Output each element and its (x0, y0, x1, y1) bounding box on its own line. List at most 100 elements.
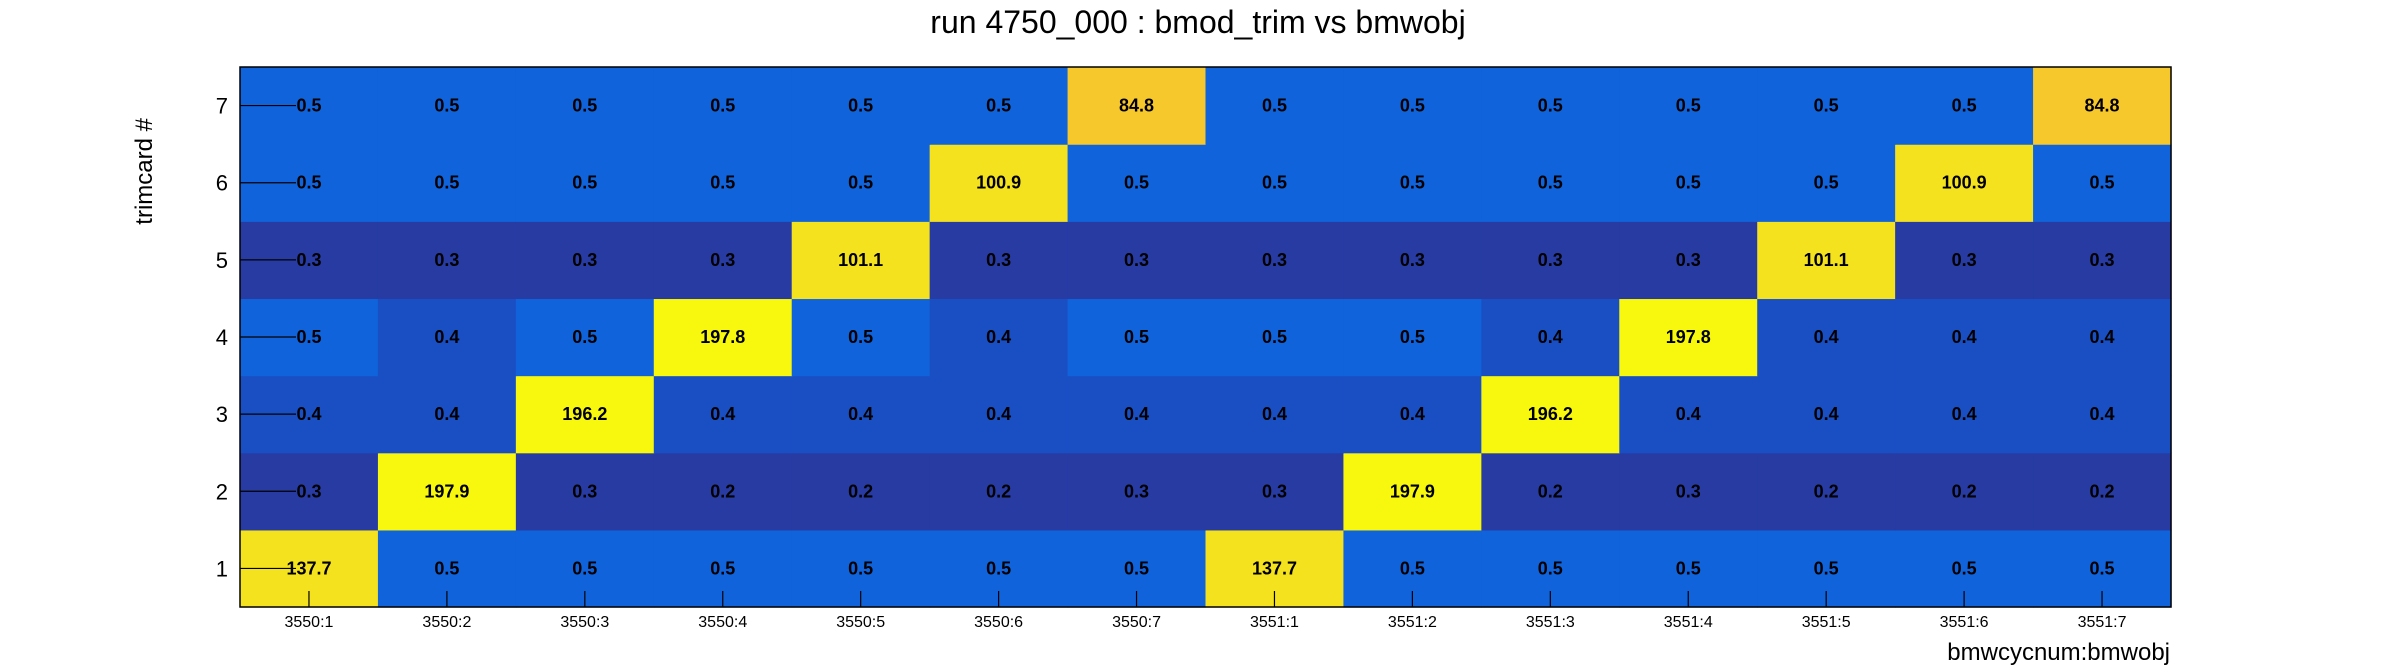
x-tick-label: 3551:7 (2078, 614, 2127, 631)
cell-value-label: 84.8 (1119, 96, 1154, 116)
cell-value-label: 0.3 (1952, 250, 1977, 270)
heatmap-cell (515, 221, 655, 300)
cell-value-label: 0.2 (2090, 481, 2115, 501)
cell-value-label: 196.2 (1528, 404, 1573, 424)
heatmap-cell (515, 375, 655, 454)
heatmap-cell-labels: 137.7 0.5 0.5 0.5 0.5 0.5 0.5 137.7 0.5 0.5 0.5 0.5… (286, 96, 2119, 579)
cell-value-label: 0.3 (434, 250, 459, 270)
heatmap-cell (1205, 375, 1345, 454)
heatmap-cell (1757, 144, 1896, 222)
heatmap-cell (1067, 67, 1207, 145)
heatmap-cell (1343, 375, 1482, 454)
heatmap-cell (1067, 298, 1207, 377)
heatmap-cell (653, 298, 793, 377)
x-tick-label: 3551:5 (1802, 614, 1851, 631)
x-tick-label: 3551:3 (1526, 614, 1575, 631)
heatmap-cell (515, 67, 655, 145)
heatmap-cell (791, 375, 931, 454)
cell-value-label: 0.4 (848, 404, 873, 424)
heatmap-cell (1343, 144, 1482, 222)
cell-value-label: 0.3 (1538, 250, 1563, 270)
cell-value-label: 0.5 (1538, 173, 1563, 193)
cell-value-label: 0.5 (1400, 327, 1425, 347)
cell-value-label: 0.5 (1400, 96, 1425, 116)
heatmap-cell (653, 452, 793, 531)
heatmap-cell (1481, 67, 1620, 145)
heatmap-cell (377, 144, 517, 222)
cell-value-label: 0.5 (1124, 173, 1149, 193)
cell-value-label: 0.3 (2090, 250, 2115, 270)
cell-value-label: 0.2 (1814, 481, 1839, 501)
cell-value-label: 0.4 (2090, 327, 2115, 347)
heatmap-cell (1619, 144, 1758, 222)
cell-value-label: 197.8 (1666, 327, 1711, 347)
x-tick-label: 3550:6 (974, 614, 1023, 631)
x-tick-label: 3551:6 (1940, 614, 1989, 631)
y-tick-label: 6 (216, 171, 228, 196)
cell-value-label: 0.5 (572, 96, 597, 116)
heatmap-cell (377, 452, 517, 531)
cell-value-label: 0.4 (434, 327, 459, 347)
cell-value-label: 0.5 (2090, 173, 2115, 193)
heatmap-cell (1619, 452, 1758, 531)
chart-title: run 4750_000 : bmod_trim vs bmwobj (930, 4, 1465, 40)
cell-value-label: 0.4 (986, 404, 1011, 424)
cell-value-label: 0.3 (986, 250, 1011, 270)
cell-value-label: 0.5 (1262, 96, 1287, 116)
cell-value-label: 0.5 (434, 173, 459, 193)
heatmap-cell (1343, 298, 1482, 377)
heatmap-cell (2033, 298, 2172, 377)
heatmap-cell (791, 298, 931, 377)
heatmap-cell (1481, 452, 1620, 531)
heatmap-cell (1895, 221, 2034, 300)
cell-value-label: 0.5 (1814, 558, 1839, 578)
heatmap-cell (1067, 452, 1207, 531)
heatmap-cell (377, 298, 517, 377)
heatmap-cell (1067, 375, 1207, 454)
cell-value-label: 0.5 (848, 96, 873, 116)
cell-value-label: 0.5 (848, 173, 873, 193)
cell-value-label: 0.5 (1676, 173, 1701, 193)
cell-value-label: 0.5 (710, 96, 735, 116)
heatmap-cell (1619, 67, 1758, 145)
heatmap-cell (1757, 221, 1896, 300)
cell-value-label: 0.5 (1124, 558, 1149, 578)
cell-value-label: 0.5 (1952, 558, 1977, 578)
cell-value-label: 0.5 (1676, 96, 1701, 116)
cell-value-label: 84.8 (2085, 96, 2120, 116)
cell-value-label: 0.4 (1676, 404, 1701, 424)
y-tick-label: 3 (216, 402, 228, 427)
cell-value-label: 100.9 (976, 173, 1021, 193)
heatmap-cell (929, 67, 1069, 145)
y-tick-label: 7 (216, 94, 228, 119)
heatmap-cell (1757, 452, 1896, 531)
cell-value-label: 0.4 (986, 327, 1011, 347)
cell-value-label: 0.4 (1952, 404, 1977, 424)
cell-value-label: 0.2 (848, 481, 873, 501)
heatmap-cell (1895, 67, 2034, 145)
heatmap-cell (1205, 144, 1345, 222)
cell-value-label: 0.5 (1952, 96, 1977, 116)
heatmap-cell (1619, 221, 1758, 300)
heatmap-cell (377, 375, 517, 454)
heatmap-cell (2033, 221, 2172, 300)
cell-value-label: 100.9 (1942, 173, 1987, 193)
cell-value-label: 0.3 (572, 481, 597, 501)
cell-value-label: 0.2 (710, 481, 735, 501)
heatmap-cell (929, 452, 1069, 531)
heatmap-cell (515, 144, 655, 222)
heatmap-cell (1343, 67, 1482, 145)
heatmap-cell (1481, 221, 1620, 300)
x-tick-label: 3550:1 (284, 614, 333, 631)
cell-value-label: 0.5 (1400, 173, 1425, 193)
heatmap-cell (1895, 144, 2034, 222)
cell-value-label: 196.2 (562, 404, 607, 424)
y-tick-label: 1 (216, 556, 228, 581)
heatmap-cell (653, 67, 793, 145)
heatmap-cell (1895, 375, 2034, 454)
cell-value-label: 0.5 (1262, 173, 1287, 193)
cell-value-label: 0.4 (1400, 404, 1425, 424)
cell-value-label: 197.9 (1390, 481, 1435, 501)
cell-value-label: 0.5 (986, 96, 1011, 116)
